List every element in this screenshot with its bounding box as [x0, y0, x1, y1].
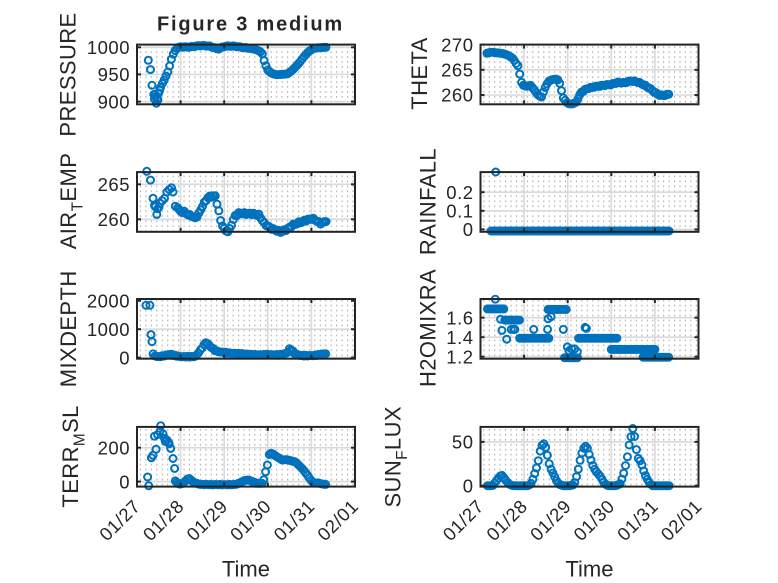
- svg-text:RAINFALL: RAINFALL: [416, 148, 441, 255]
- svg-text:950: 950: [98, 64, 130, 85]
- svg-text:Time: Time: [565, 557, 613, 582]
- svg-text:1.4: 1.4: [446, 327, 473, 348]
- svg-text:260: 260: [441, 85, 473, 106]
- svg-text:0.2: 0.2: [446, 182, 473, 203]
- svg-text:200: 200: [98, 437, 130, 458]
- svg-text:Figure 3 medium: Figure 3 medium: [157, 14, 344, 36]
- svg-text:260: 260: [98, 209, 130, 230]
- svg-text:270: 270: [441, 34, 473, 55]
- svg-text:MIXDEPTH: MIXDEPTH: [56, 270, 81, 387]
- svg-text:1.6: 1.6: [446, 307, 473, 328]
- svg-text:1.2: 1.2: [446, 346, 473, 367]
- svg-text:PRESSURE: PRESSURE: [56, 12, 81, 136]
- svg-text:265: 265: [98, 174, 130, 195]
- svg-text:0: 0: [463, 219, 474, 240]
- svg-text:AIRTEMP: AIRTEMP: [56, 153, 87, 250]
- svg-text:H2OMIXRA: H2OMIXRA: [416, 269, 441, 387]
- svg-text:SUNFLUX: SUNFLUX: [381, 406, 412, 507]
- svg-text:0: 0: [119, 471, 130, 492]
- svg-text:265: 265: [441, 60, 473, 81]
- svg-text:TERRMSL: TERRMSL: [58, 405, 89, 507]
- svg-text:2000: 2000: [87, 291, 130, 312]
- svg-text:1000: 1000: [87, 319, 130, 340]
- svg-text:0.1: 0.1: [446, 201, 473, 222]
- svg-text:Time: Time: [222, 557, 270, 582]
- svg-text:0: 0: [119, 347, 130, 368]
- svg-text:50: 50: [452, 432, 474, 453]
- svg-text:1000: 1000: [87, 37, 130, 58]
- svg-text:THETA: THETA: [407, 37, 432, 109]
- svg-text:0: 0: [463, 475, 474, 496]
- svg-text:900: 900: [98, 91, 130, 112]
